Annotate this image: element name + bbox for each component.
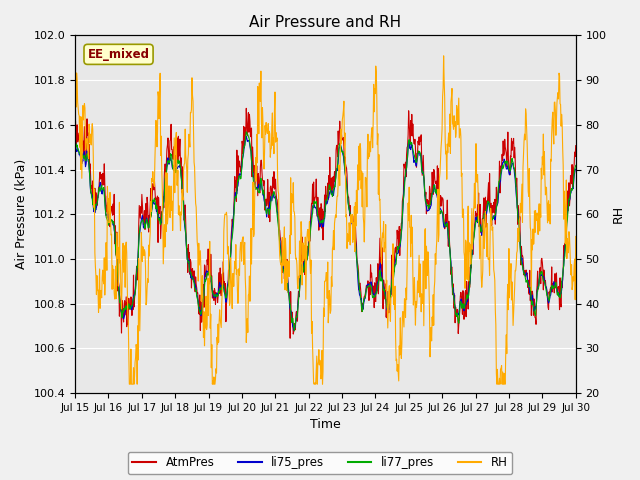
li77_pres <box>291 328 298 334</box>
AtmPres <box>71 113 79 119</box>
li75_pres <box>243 133 250 139</box>
li75_pres <box>71 136 79 142</box>
li77_pres <box>243 129 250 135</box>
AtmPres <box>164 135 172 141</box>
RH <box>164 202 172 207</box>
Y-axis label: RH: RH <box>612 205 625 223</box>
RH <box>572 234 580 240</box>
li75_pres <box>556 291 563 297</box>
AtmPres <box>95 183 103 189</box>
Text: EE_mixed: EE_mixed <box>88 48 150 61</box>
AtmPres <box>548 264 556 270</box>
AtmPres <box>556 307 563 312</box>
RH <box>440 53 447 59</box>
AtmPres <box>572 143 580 148</box>
RH <box>280 262 287 268</box>
AtmPres <box>243 106 250 111</box>
RH <box>367 149 374 155</box>
li75_pres <box>572 166 580 172</box>
Line: RH: RH <box>75 56 576 384</box>
AtmPres <box>367 274 375 280</box>
RH <box>71 109 79 115</box>
Legend: AtmPres, li75_pres, li77_pres, RH: AtmPres, li75_pres, li77_pres, RH <box>128 452 512 474</box>
X-axis label: Time: Time <box>310 419 340 432</box>
Line: li77_pres: li77_pres <box>75 132 576 331</box>
Line: AtmPres: AtmPres <box>75 108 576 338</box>
li75_pres <box>367 279 375 285</box>
li75_pres <box>95 187 103 192</box>
li77_pres <box>71 139 79 144</box>
Line: li75_pres: li75_pres <box>75 136 576 330</box>
li77_pres <box>367 283 375 289</box>
RH <box>556 73 563 79</box>
li77_pres <box>548 284 556 289</box>
Y-axis label: Air Pressure (kPa): Air Pressure (kPa) <box>15 159 28 269</box>
li77_pres <box>95 186 103 192</box>
li75_pres <box>290 327 298 333</box>
RH <box>548 130 556 136</box>
AtmPres <box>280 261 287 267</box>
RH <box>95 291 103 297</box>
li77_pres <box>280 266 287 272</box>
Title: Air Pressure and RH: Air Pressure and RH <box>250 15 401 30</box>
li77_pres <box>572 163 580 168</box>
li75_pres <box>548 286 556 292</box>
AtmPres <box>286 336 294 341</box>
li77_pres <box>556 292 563 298</box>
li75_pres <box>164 155 172 161</box>
RH <box>125 381 133 387</box>
li77_pres <box>164 158 172 164</box>
li75_pres <box>280 265 287 271</box>
